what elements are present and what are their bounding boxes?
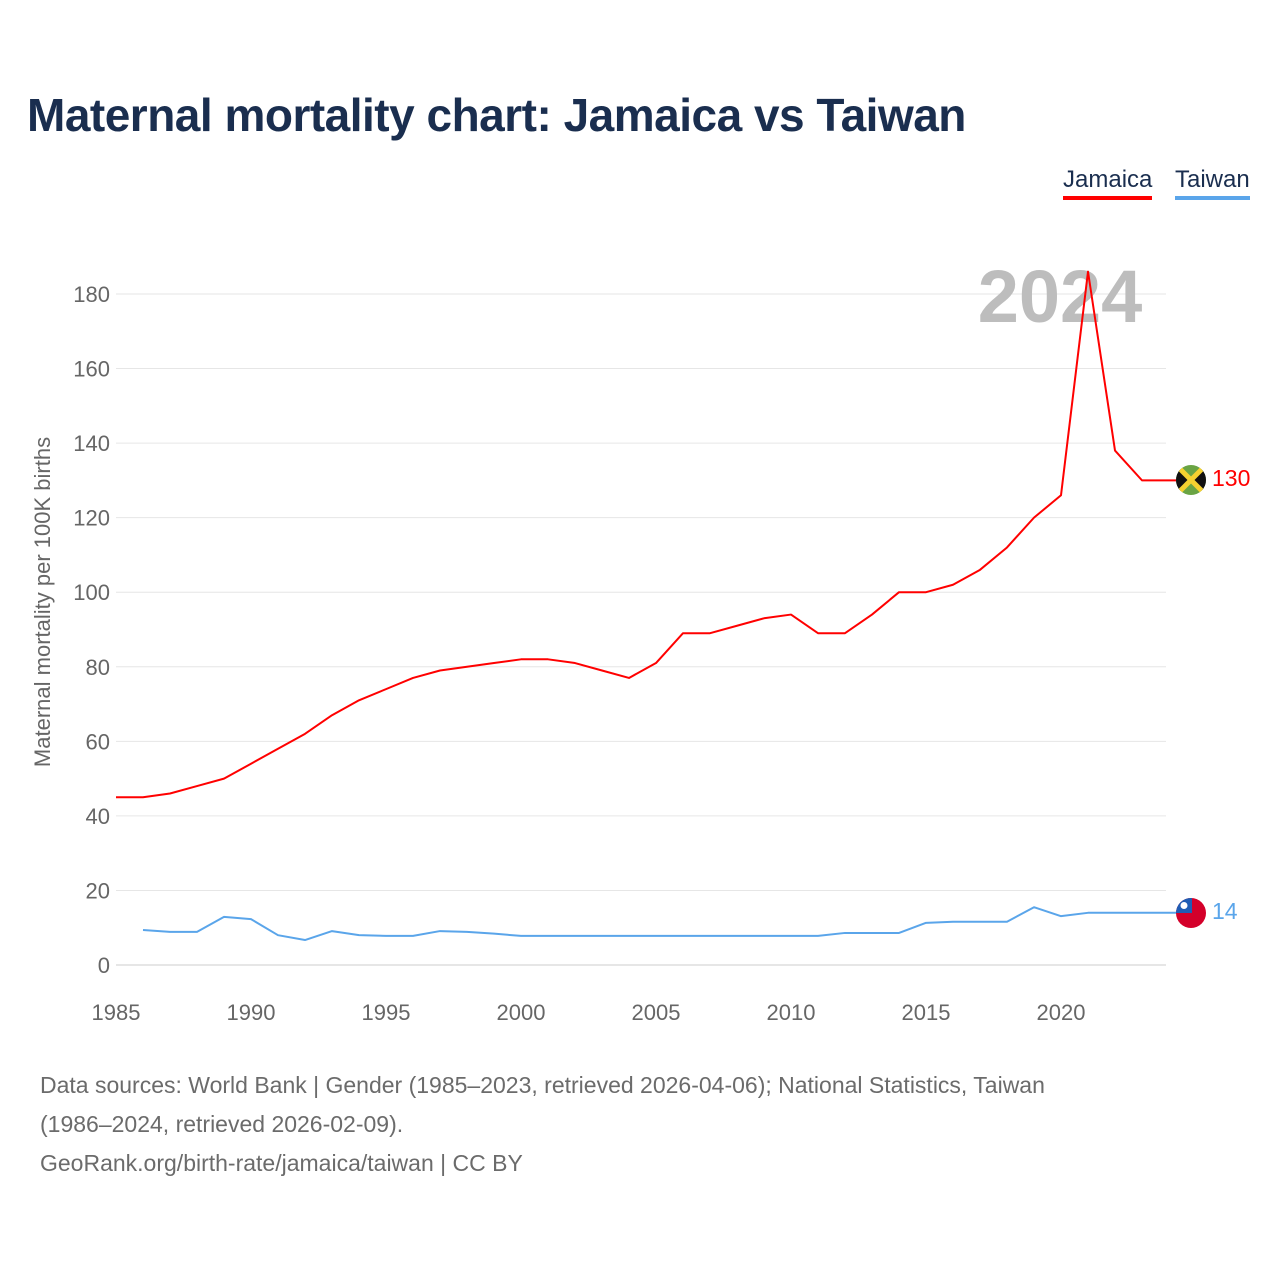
chart-title: Maternal mortality chart: Jamaica vs Tai… [27, 89, 966, 141]
source-line-1: Data sources: World Bank | Gender (1985–… [40, 1072, 1045, 1098]
taiwan-flag-icon [1176, 898, 1206, 928]
y-tick-label: 60 [86, 729, 110, 754]
y-tick-label: 100 [73, 580, 110, 605]
y-tick-label: 120 [73, 506, 110, 531]
footer: Data sources: World Bank | Gender (1985–… [40, 1066, 1240, 1183]
legend-jamaica[interactable]: Jamaica [1063, 166, 1153, 200]
y-tick-label: 160 [73, 357, 110, 382]
source-link[interactable]: GeoRank.org/birth-rate/jamaica/taiwan | … [40, 1150, 523, 1176]
jamaica-end-label: 130 [1212, 465, 1250, 491]
x-tick-label: 2015 [902, 1000, 951, 1025]
x-tick-label: 2005 [632, 1000, 681, 1025]
y-tick-label: 80 [86, 655, 110, 680]
x-tick-label: 1985 [92, 1000, 141, 1025]
y-tick-label: 20 [86, 878, 110, 903]
y-tick-label: 140 [73, 431, 110, 456]
year-watermark: 2024 [978, 255, 1143, 338]
y-axis-label: Maternal mortality per 100K births [30, 437, 55, 767]
series-line-taiwan [142, 906, 1178, 942]
y-tick-label: 180 [73, 282, 110, 307]
legend-taiwan[interactable]: Taiwan [1175, 166, 1250, 200]
y-tick-label: 40 [86, 804, 110, 829]
x-tick-label: 1990 [227, 1000, 276, 1025]
x-tick-label: 2000 [497, 1000, 546, 1025]
y-tick-label: 0 [98, 953, 110, 978]
x-tick-label: 2020 [1037, 1000, 1086, 1025]
jamaica-flag-icon [1176, 465, 1206, 495]
series-line-jamaica [116, 270, 1178, 799]
taiwan-end-label: 14 [1212, 898, 1238, 924]
x-tick-label: 2010 [767, 1000, 816, 1025]
source-line-2: (1986–2024, retrieved 2026-02-09). [40, 1111, 404, 1137]
x-tick-label: 1995 [362, 1000, 411, 1025]
line-chart: 0 20 40 60 80 100 120 140 160 180 1985 1990 1995 2000… [30, 255, 1250, 1025]
